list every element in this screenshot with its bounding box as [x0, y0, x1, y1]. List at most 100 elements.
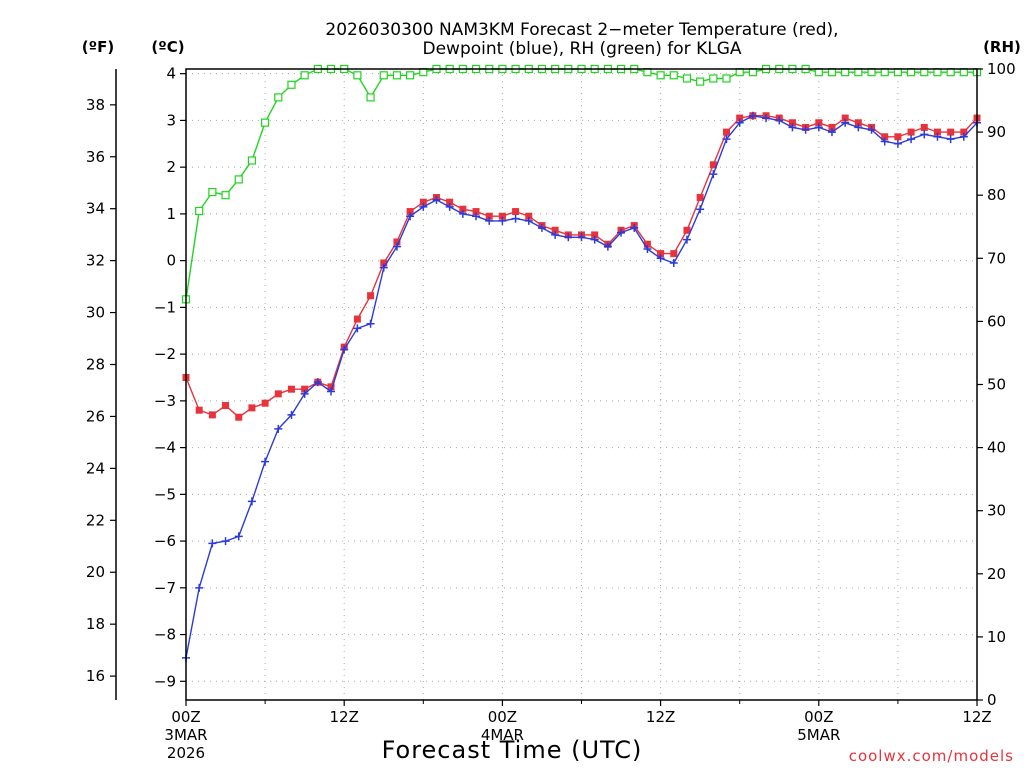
fahrenheit-unit-label: (ºF)	[82, 38, 114, 56]
temperature-point	[248, 404, 256, 412]
temperature-point	[551, 226, 559, 234]
dewpoint-point	[406, 212, 415, 221]
temperature-point	[709, 161, 717, 169]
celsius-tick-label: −3	[154, 392, 176, 410]
rh-tick-label: 20	[987, 565, 1006, 583]
x-tick-label: 12Z	[962, 708, 991, 726]
temperature-point	[643, 240, 651, 248]
rh-point	[353, 71, 362, 80]
dewpoint-point	[392, 242, 401, 251]
chart-title-line2: Dewpoint (blue), RH (green) for KLGA	[423, 39, 742, 59]
temperature-point	[657, 250, 665, 258]
dewpoint-point	[696, 205, 705, 214]
temperature-point	[380, 259, 388, 267]
rh-point	[274, 93, 283, 102]
dewpoint-point	[472, 212, 481, 221]
x-tick-date-label: 3MAR	[164, 726, 207, 744]
fahrenheit-tick-label: 24	[86, 459, 105, 477]
dewpoint-point	[195, 583, 204, 592]
rh-point	[682, 74, 692, 83]
rh-point	[392, 71, 402, 80]
rh-point	[195, 206, 204, 216]
temperature-point	[894, 133, 902, 141]
dewpoint-point	[485, 216, 494, 225]
rh-tick-label: 0	[987, 691, 997, 709]
dewpoint-point	[379, 263, 388, 272]
dewpoint-point	[445, 202, 454, 211]
temperature-point	[208, 411, 216, 419]
dewpoint-point	[775, 116, 784, 125]
temperature-point	[261, 399, 269, 407]
fahrenheit-tick-label: 38	[86, 96, 105, 114]
dewpoint-point	[432, 195, 441, 204]
temperature-point	[828, 123, 836, 131]
rh-tick-label: 50	[987, 376, 1006, 394]
dewpoint-point	[630, 223, 639, 232]
fahrenheit-tick-label: 18	[86, 615, 105, 633]
dewpoint-point	[841, 118, 850, 127]
rh-point	[656, 71, 665, 80]
x-tick-label: 12Z	[646, 708, 675, 726]
dewpoint-point	[946, 135, 955, 144]
rh-point	[234, 175, 243, 184]
temperature-point	[696, 194, 704, 202]
temperature-point	[327, 383, 335, 391]
dewpoint-point	[537, 223, 546, 232]
chart-title-line1: 2026030300 NAM3KM Forecast 2−meter Tempe…	[325, 20, 838, 40]
dewpoint-point	[762, 114, 771, 123]
rh-line	[185, 68, 977, 300]
fahrenheit-tick-label: 32	[86, 252, 105, 270]
temperature-point	[446, 198, 454, 206]
rh-point	[379, 71, 388, 80]
dewpoint-point	[933, 132, 942, 141]
grid-layer	[185, 69, 978, 700]
temperature-point	[907, 128, 915, 136]
celsius-tick-label: −6	[154, 532, 176, 550]
x-tick-year-label: 2026	[167, 744, 205, 762]
rh-point	[261, 118, 270, 127]
rh-unit-label: (RH)	[983, 38, 1021, 56]
temperature-point	[472, 208, 480, 216]
celsius-tick-label: −5	[154, 485, 176, 503]
temperature-point	[525, 212, 533, 220]
temperature-point	[933, 128, 941, 136]
rh-tick-label: 70	[987, 249, 1006, 267]
dewpoint-point	[577, 233, 586, 242]
temperature-point	[287, 385, 295, 393]
rh-point	[247, 156, 257, 165]
dewpoint-point	[221, 537, 230, 546]
temperature-point	[301, 385, 309, 393]
x-tick-date-label: 4MAR	[481, 726, 524, 744]
rh-point	[406, 71, 415, 80]
plot-frame	[185, 68, 978, 701]
temperature-point	[498, 212, 506, 220]
temperature-point	[512, 208, 520, 216]
dewpoint-point	[511, 214, 520, 223]
temperature-point	[406, 208, 414, 216]
dewpoint-point	[234, 532, 243, 541]
credit-text: coolwx.com/models	[849, 747, 1014, 765]
celsius-tick-label: 4	[166, 65, 176, 83]
temperature-point	[841, 114, 849, 122]
temperature-point	[723, 128, 731, 136]
fahrenheit-tick-label: 16	[86, 667, 105, 685]
dewpoint-point	[669, 258, 678, 267]
dewpoint-point	[524, 216, 533, 225]
celsius-tick-label: −2	[154, 345, 176, 363]
temperature-point	[393, 238, 401, 246]
rh-point	[669, 71, 678, 80]
celsius-tick-label: −7	[154, 579, 176, 597]
rh-tick-label: 100	[987, 60, 1016, 78]
temperature-point	[459, 205, 467, 213]
temperature-point	[353, 315, 361, 323]
x-tick-label: 12Z	[330, 708, 359, 726]
temperature-point	[195, 406, 203, 414]
celsius-tick-label: 2	[166, 158, 176, 176]
dewpoint-point	[643, 244, 652, 253]
rh-point	[287, 80, 296, 89]
celsius-tick-label: 0	[166, 252, 176, 270]
dewpoint-point	[551, 230, 560, 239]
dewpoint-point	[880, 137, 889, 146]
dewpoint-point	[247, 497, 256, 506]
temperature-point	[947, 128, 955, 136]
